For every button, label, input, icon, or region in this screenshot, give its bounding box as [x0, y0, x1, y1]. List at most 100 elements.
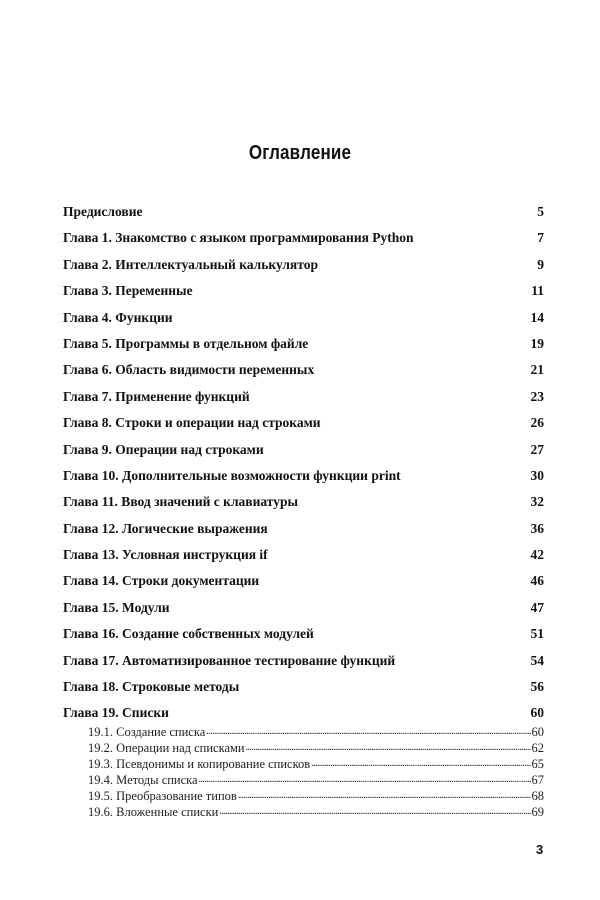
leader-dots	[143, 203, 536, 217]
toc-entry-label: 19.4. Методы списка	[88, 773, 198, 788]
toc-entry-label: 19.5. Преобразование типов	[88, 789, 237, 804]
toc-entry[interactable]: Глава 15. Модули 47	[63, 595, 544, 621]
leader-dots	[219, 804, 530, 817]
toc-entry-label: Глава 13. Условная инструкция if	[63, 547, 268, 563]
toc-subentry[interactable]: 19.1. Создание списка 60	[63, 724, 544, 740]
toc-entry[interactable]: Глава 8. Строки и операции над строками 2…	[63, 410, 544, 436]
toc-entry-page: 60	[531, 725, 545, 740]
toc-entry-label: Глава 14. Строки документации	[63, 573, 260, 589]
leader-dots	[402, 466, 530, 480]
toc-subentry[interactable]: 19.3. Псевдонимы и копирование списков 65	[63, 756, 544, 772]
toc-entry-label: Глава 16. Создание собственных модулей	[63, 626, 314, 642]
toc-entry-page: 60	[530, 705, 545, 721]
toc-entry[interactable]: Глава 18. Строковые методы 56	[63, 674, 544, 700]
leader-dots	[246, 740, 531, 753]
toc-entry-page: 65	[531, 757, 545, 772]
toc-entry-label: Глава 5. Программы в отдельном файле	[63, 335, 309, 351]
toc-subentry[interactable]: 19.6. Вложенные списки 69	[63, 804, 544, 820]
toc-entry-page: 9	[537, 256, 544, 272]
leader-dots	[206, 724, 530, 737]
toc-entry-page: 67	[531, 773, 545, 788]
toc-entry[interactable]: Предисловие 5	[63, 199, 544, 225]
leader-dots	[322, 414, 530, 428]
leader-dots	[171, 598, 530, 612]
toc-entry-page: 21	[530, 362, 545, 378]
toc-entry[interactable]: Глава 1. Знакомство с языком программиро…	[63, 225, 544, 251]
toc-entry-page: 68	[531, 789, 545, 804]
toc-entry[interactable]: Глава 16. Создание собственных модулей 51	[63, 621, 544, 647]
leader-dots	[265, 440, 530, 454]
toc-entry-label: Глава 17. Автоматизированное тестировани…	[63, 652, 396, 668]
toc-subentry[interactable]: 19.4. Методы списка 67	[63, 772, 544, 788]
leader-dots	[315, 625, 530, 639]
table-of-contents: Предисловие 5 Глава 1. Знакомство с языком…	[63, 199, 544, 820]
toc-entry-label: Глава 6. Область видимости переменных	[63, 362, 315, 378]
page-number: 3	[536, 842, 544, 857]
toc-entry-label: Глава 1. Знакомство с языком программиро…	[63, 230, 414, 246]
toc-entry-label: Глава 9. Операции над строками	[63, 441, 264, 457]
toc-entry[interactable]: Глава 5. Программы в отдельном файле 19	[63, 331, 544, 357]
toc-entry-page: 30	[530, 467, 545, 483]
toc-entry-label: 19.2. Операции над списками	[88, 741, 245, 756]
toc-entry[interactable]: Глава 17. Автоматизированное тестировани…	[63, 648, 544, 674]
toc-entry-page: 56	[530, 679, 545, 695]
toc-entry-label: Глава 12. Логические выражения	[63, 520, 268, 536]
toc-entry-label: Глава 10. Дополнительные возможности фун…	[63, 467, 401, 483]
toc-entry-label: Предисловие	[63, 204, 143, 219]
leader-dots	[396, 651, 529, 665]
toc-entry[interactable]: Глава 6. Область видимости переменных 21	[63, 357, 544, 383]
leader-dots	[170, 704, 530, 718]
toc-subentry[interactable]: 19.2. Операции над списками 62	[63, 740, 544, 756]
toc-entry-page: 23	[530, 388, 545, 404]
toc-entry-page: 19	[530, 335, 545, 351]
toc-entry[interactable]: Глава 12. Логические выражения 36	[63, 516, 544, 542]
toc-entry-page: 36	[530, 520, 545, 536]
toc-entry-label: Глава 11. Ввод значений с клавиатуры	[63, 494, 298, 510]
toc-entry-label: 19.1. Создание списка	[88, 725, 206, 740]
toc-entry[interactable]: Глава 4. Функции 14	[63, 305, 544, 331]
toc-entry[interactable]: Глава 10. Дополнительные возможности фун…	[63, 463, 544, 489]
toc-entry[interactable]: Глава 11. Ввод значений с клавиатуры 32	[63, 489, 544, 515]
leader-dots	[309, 334, 529, 348]
toc-entry-label: Глава 2. Интеллектуальный калькулятор	[63, 256, 318, 272]
toc-entry[interactable]: Глава 3. Переменные 11	[63, 278, 544, 304]
toc-entry-page: 54	[530, 652, 545, 668]
toc-entry-label: Глава 7. Применение функций	[63, 388, 250, 404]
toc-entry-page: 5	[537, 204, 544, 219]
page-title: Оглавление	[248, 142, 352, 164]
toc-entry-label: 19.6. Вложенные списки	[88, 805, 219, 820]
toc-entry-page: 32	[530, 494, 545, 510]
leader-dots	[260, 572, 529, 586]
leader-dots	[269, 519, 530, 533]
toc-entry-page: 69	[531, 805, 545, 820]
toc-entry[interactable]: Глава 19. Списки 60	[63, 700, 544, 726]
toc-entry-page: 14	[530, 309, 545, 325]
toc-entry[interactable]: Глава 7. Применение функций 23	[63, 384, 544, 410]
leader-dots	[238, 788, 531, 801]
toc-entry-page: 11	[531, 283, 544, 299]
leader-dots	[269, 546, 530, 560]
toc-entry-label: Глава 3. Переменные	[63, 283, 193, 299]
toc-entry-page: 47	[530, 599, 545, 615]
leader-dots	[174, 308, 530, 322]
toc-entry[interactable]: Глава 9. Операции над строками 27	[63, 437, 544, 463]
leader-dots	[415, 229, 537, 243]
toc-subentry[interactable]: 19.5. Преобразование типов 68	[63, 788, 544, 804]
toc-entry-label: Глава 19. Списки	[63, 705, 169, 721]
toc-entry-label: 19.3. Псевдонимы и копирование списков	[88, 757, 311, 772]
toc-entry-label: Глава 8. Строки и операции над строками	[63, 415, 321, 431]
toc-entry[interactable]: Глава 2. Интеллектуальный калькулятор 9	[63, 252, 544, 278]
toc-entry-label: Глава 18. Строковые методы	[63, 679, 240, 695]
toc-entry-page: 51	[530, 626, 545, 642]
leader-dots	[194, 282, 531, 296]
leader-dots	[311, 756, 530, 769]
toc-entry-page: 62	[531, 741, 545, 756]
toc-entry[interactable]: Глава 14. Строки документации 46	[63, 568, 544, 594]
toc-entry-page: 7	[537, 230, 544, 246]
toc-entry-page: 42	[530, 547, 545, 563]
toc-entry[interactable]: Глава 13. Условная инструкция if 42	[63, 542, 544, 568]
leader-dots	[251, 387, 530, 401]
leader-dots	[315, 361, 529, 375]
toc-entry-label: Глава 15. Модули	[63, 599, 170, 615]
leader-dots	[319, 255, 536, 269]
